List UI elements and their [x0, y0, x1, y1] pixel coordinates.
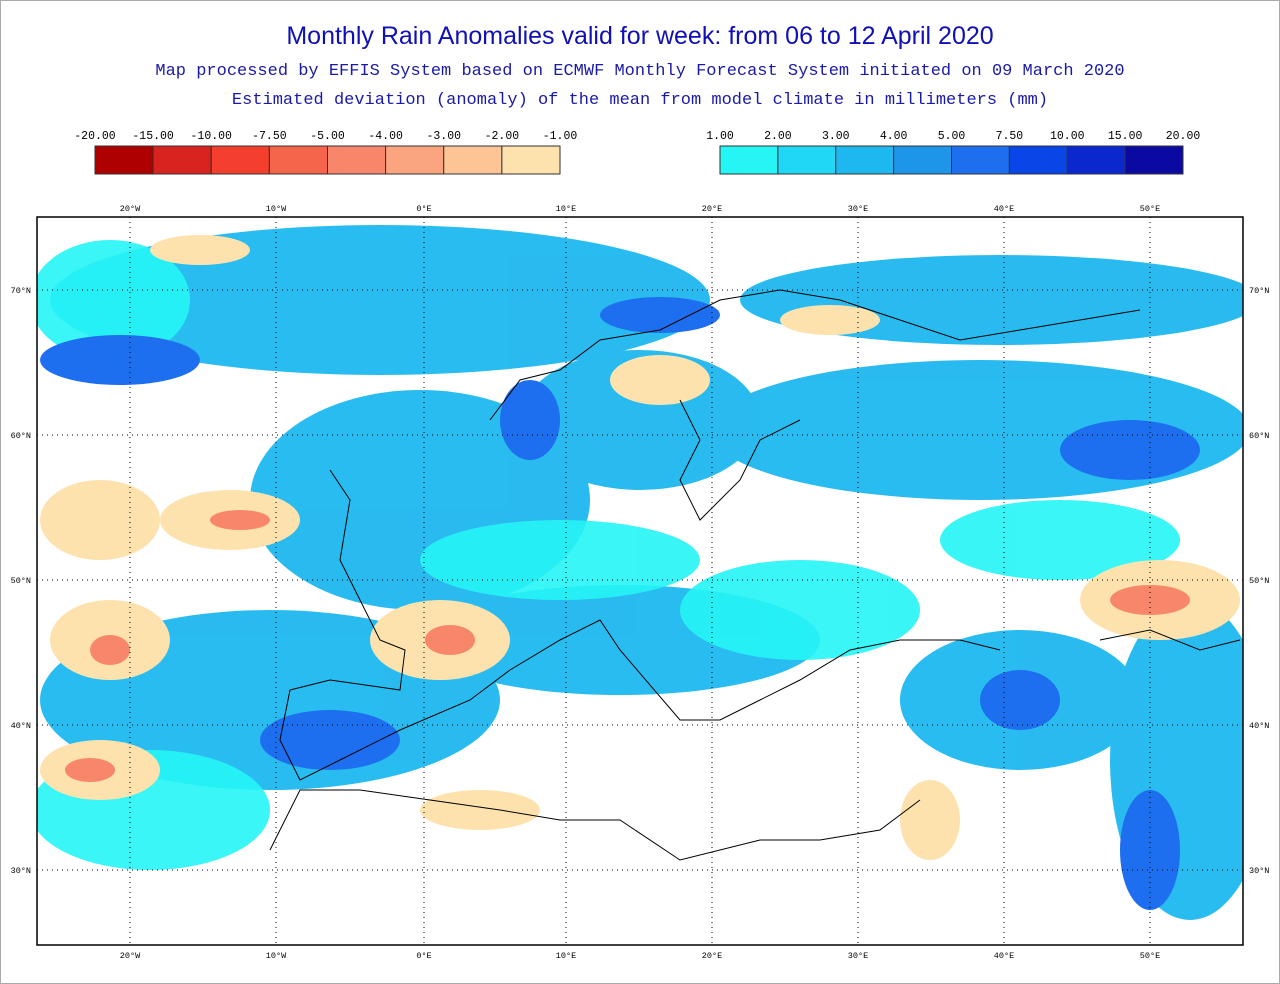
legend-swatch	[94, 145, 154, 175]
longitude-label: 20°W	[120, 951, 141, 961]
latitude-label: 40°N	[1249, 721, 1269, 731]
legend-label: 4.00	[880, 130, 908, 143]
longitude-label: 10°W	[266, 951, 287, 961]
legend-label: 15.00	[1108, 130, 1143, 143]
legend-label: -4.00	[368, 130, 403, 143]
description: Estimated deviation (anomaly) of the mea…	[232, 91, 1048, 110]
longitude-label: 50°E	[1140, 951, 1160, 961]
longitude-label: 10°E	[556, 204, 576, 214]
graticule: 20°W 20°W 10°W 10°W 0°E 0°E 10°E 10°E 20°E 20°E 30…	[11, 204, 1270, 961]
map-field	[37, 217, 1243, 945]
latitude-label: 50°N	[1249, 576, 1269, 586]
legend-swatch	[385, 145, 445, 175]
legend-label: 1.00	[706, 130, 734, 143]
longitude-label: 30°E	[848, 951, 868, 961]
legend-label: -2.00	[485, 130, 520, 143]
longitude-label: 20°E	[702, 204, 722, 214]
legend-swatch	[327, 145, 387, 175]
legend-label: -20.00	[74, 130, 116, 143]
longitude-label: 10°E	[556, 951, 576, 961]
legend-label: -3.00	[426, 130, 461, 143]
longitude-label: 0°E	[416, 204, 431, 214]
longitude-label: 50°E	[1140, 204, 1160, 214]
legend-swatch	[835, 145, 895, 175]
legend-label: 3.00	[822, 130, 850, 143]
latitude-label: 30°N	[1249, 866, 1269, 876]
longitude-label: 0°E	[416, 951, 431, 961]
legend-label: 10.00	[1050, 130, 1085, 143]
legend-label: 5.00	[938, 130, 966, 143]
latitude-label: 60°N	[1249, 431, 1269, 441]
legend-swatch	[210, 145, 270, 175]
subtitle: Map processed by EFFIS System based on E…	[155, 62, 1124, 81]
legend-label: 7.50	[996, 130, 1024, 143]
latitude-label: 70°N	[11, 286, 31, 296]
legend-swatch	[893, 145, 952, 175]
latitude-label: 30°N	[11, 866, 31, 876]
legend-swatch	[1124, 145, 1184, 175]
legend-label: -10.00	[191, 130, 233, 143]
longitude-label: 40°E	[994, 204, 1014, 214]
legend-swatch	[777, 145, 837, 175]
legend-swatch	[268, 145, 328, 175]
longitude-label: 20°W	[120, 204, 141, 214]
latitude-label: 50°N	[11, 576, 31, 586]
legend-label: -5.00	[310, 130, 345, 143]
title: Monthly Rain Anomalies valid for week: f…	[286, 22, 993, 50]
legend: -20.00 -15.00 -10.00 -7.50 -5.00 -4.00 -3.00 -2…	[74, 130, 1201, 175]
longitude-label: 10°W	[266, 204, 287, 214]
longitude-label: 30°E	[848, 204, 868, 214]
legend-swatch	[951, 145, 1010, 175]
legend-label: -15.00	[132, 130, 174, 143]
legend-swatch	[152, 145, 212, 175]
longitude-label: 40°E	[994, 951, 1014, 961]
legend-label: -1.00	[543, 130, 578, 143]
legend-swatch	[501, 145, 561, 175]
latitude-label: 40°N	[11, 721, 31, 731]
legend-swatch	[1066, 145, 1126, 175]
legend-label: 20.00	[1166, 130, 1201, 143]
legend-label: 2.00	[764, 130, 792, 143]
legend-label: -7.50	[252, 130, 287, 143]
latitude-label: 60°N	[11, 431, 31, 441]
latitude-label: 70°N	[1249, 286, 1269, 296]
legend-swatch	[719, 145, 779, 175]
legend-swatch	[443, 145, 503, 175]
map-frame	[36, 216, 1244, 946]
longitude-label: 20°E	[702, 951, 722, 961]
legend-swatch	[1008, 145, 1068, 175]
